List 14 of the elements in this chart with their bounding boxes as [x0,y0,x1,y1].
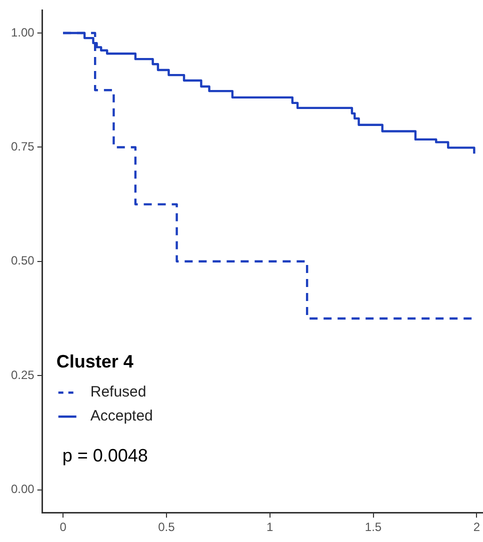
x-tick-label: 1.5 [364,520,382,534]
x-tick-label: 0 [60,520,67,534]
y-tick-label: 0.25 [10,368,35,382]
x-tick-label: 1 [266,520,274,534]
legend-label: Accepted [90,408,153,425]
y-tick-label: 0.50 [10,254,35,268]
x-tick-label: 2 [473,520,480,534]
y-tick-label: 0.00 [10,482,35,496]
legend-title: Cluster 4 [56,352,134,372]
y-tick-label: 1.00 [10,25,35,40]
x-tick-label: 0.5 [158,520,176,534]
annotation: p = 0.0048 [62,446,148,466]
legend-label: Refused [90,384,146,401]
y-tick-label: 0.75 [10,140,35,154]
